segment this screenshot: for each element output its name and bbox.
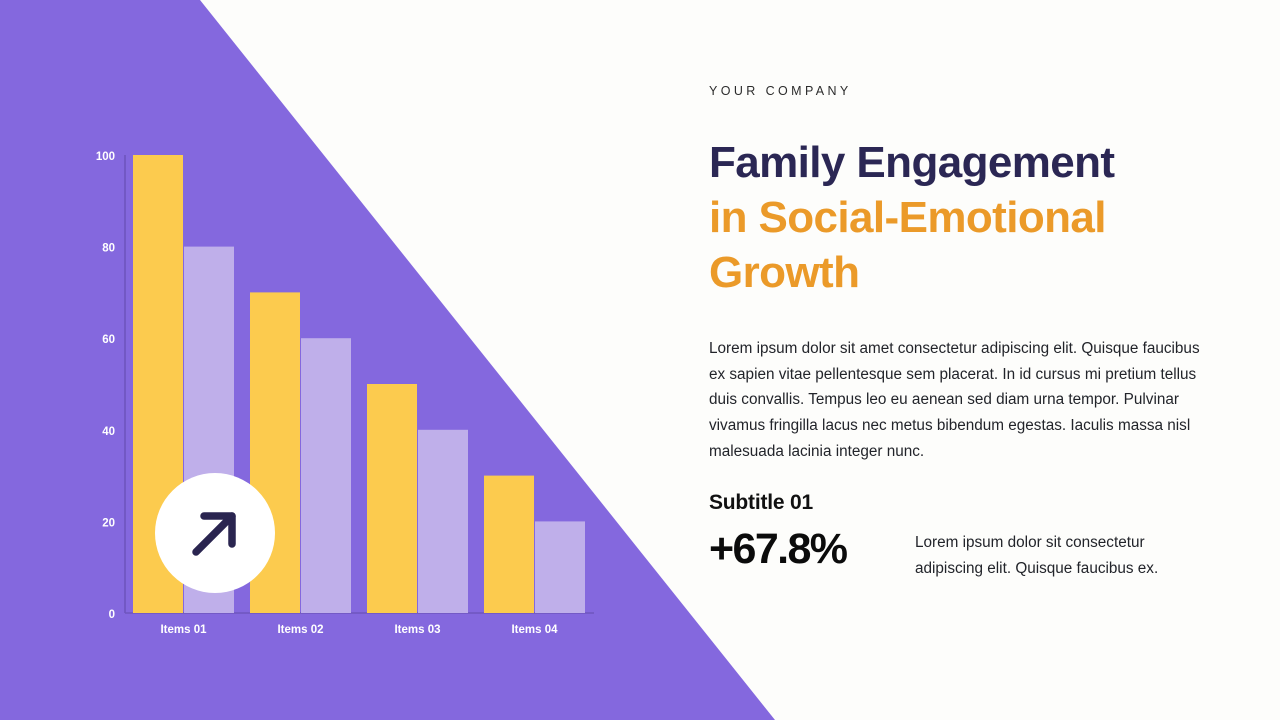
x-axis-category-label: Items 04 xyxy=(511,624,558,636)
y-tick-label: 20 xyxy=(102,517,115,529)
chart-bar xyxy=(535,521,585,613)
x-axis-category-label: Items 02 xyxy=(277,624,323,636)
chart-bar xyxy=(484,475,534,613)
headline-line-2: in Social-Emotional xyxy=(709,193,1106,242)
body-paragraph: Lorem ipsum dolor sit amet consectetur a… xyxy=(709,340,1200,460)
y-tick-label: 80 xyxy=(102,243,115,255)
y-tick-label: 0 xyxy=(109,609,115,621)
headline-line-3: Growth xyxy=(709,248,860,297)
headline-line-1: Family Engagement xyxy=(709,138,1115,187)
chart-bar xyxy=(367,384,417,613)
stat-row: +67.8% Lorem ipsum dolor sit consectetur… xyxy=(709,524,1209,581)
chart-y-axis: 0 20 40 60 80 100 xyxy=(96,151,115,621)
page-title: Family Engagement in Social-Emotional Gr… xyxy=(709,135,1209,300)
company-eyebrow: YOUR COMPANY xyxy=(709,84,852,98)
content-column: YOUR COMPANY Family Engagement in Social… xyxy=(709,0,1209,720)
y-tick-label: 60 xyxy=(102,334,115,346)
chart-bar xyxy=(418,429,468,613)
x-axis-category-label: Items 01 xyxy=(160,624,207,636)
y-tick-label: 100 xyxy=(96,151,115,163)
chart-x-axis-labels: Items 01 Items 02 Items 03 Items 04 xyxy=(160,624,558,636)
y-tick-label: 40 xyxy=(102,426,115,438)
x-axis-category-label: Items 03 xyxy=(394,624,440,636)
arrow-badge xyxy=(155,473,275,593)
arrow-up-right-icon xyxy=(192,512,236,556)
stat-description: Lorem ipsum dolor sit consectetur adipis… xyxy=(915,534,1159,577)
chart-bar xyxy=(301,338,351,613)
stat-subtitle: Subtitle 01 xyxy=(709,491,813,514)
stat-value: +67.8% xyxy=(709,525,848,573)
bar-chart: 0 20 40 60 80 100 Items 01 Items 02 Items 03 Ite… xyxy=(96,151,594,636)
